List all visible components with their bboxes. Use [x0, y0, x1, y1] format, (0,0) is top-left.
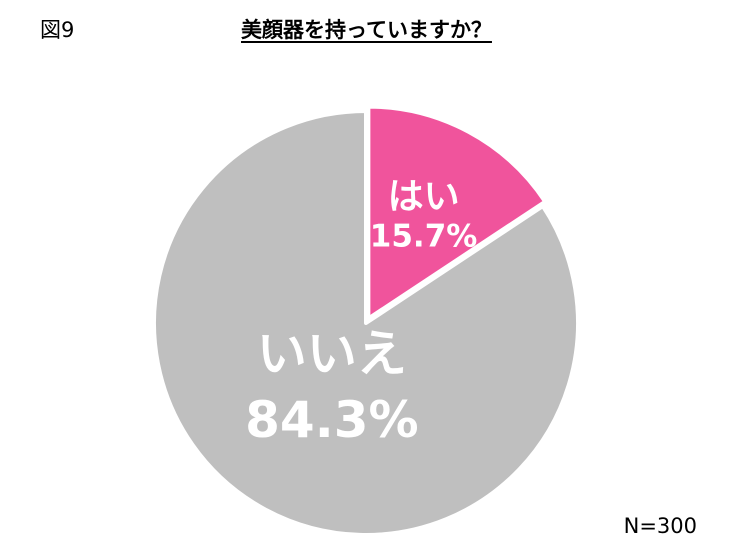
- chart-title: 美顔器を持っていますか？: [241, 18, 492, 42]
- slice-label: いいえ: [257, 325, 407, 383]
- pie-slice: [152, 109, 580, 537]
- pie-slice: [366, 104, 548, 321]
- figure-label: 図9: [40, 18, 75, 42]
- sample-size-note: N=300: [623, 514, 697, 538]
- slice-value-label: 15.7%: [370, 219, 478, 255]
- slice-value-label: 84.3%: [245, 391, 418, 449]
- slice-label: はい: [388, 176, 460, 217]
- pie-slices: [152, 104, 580, 537]
